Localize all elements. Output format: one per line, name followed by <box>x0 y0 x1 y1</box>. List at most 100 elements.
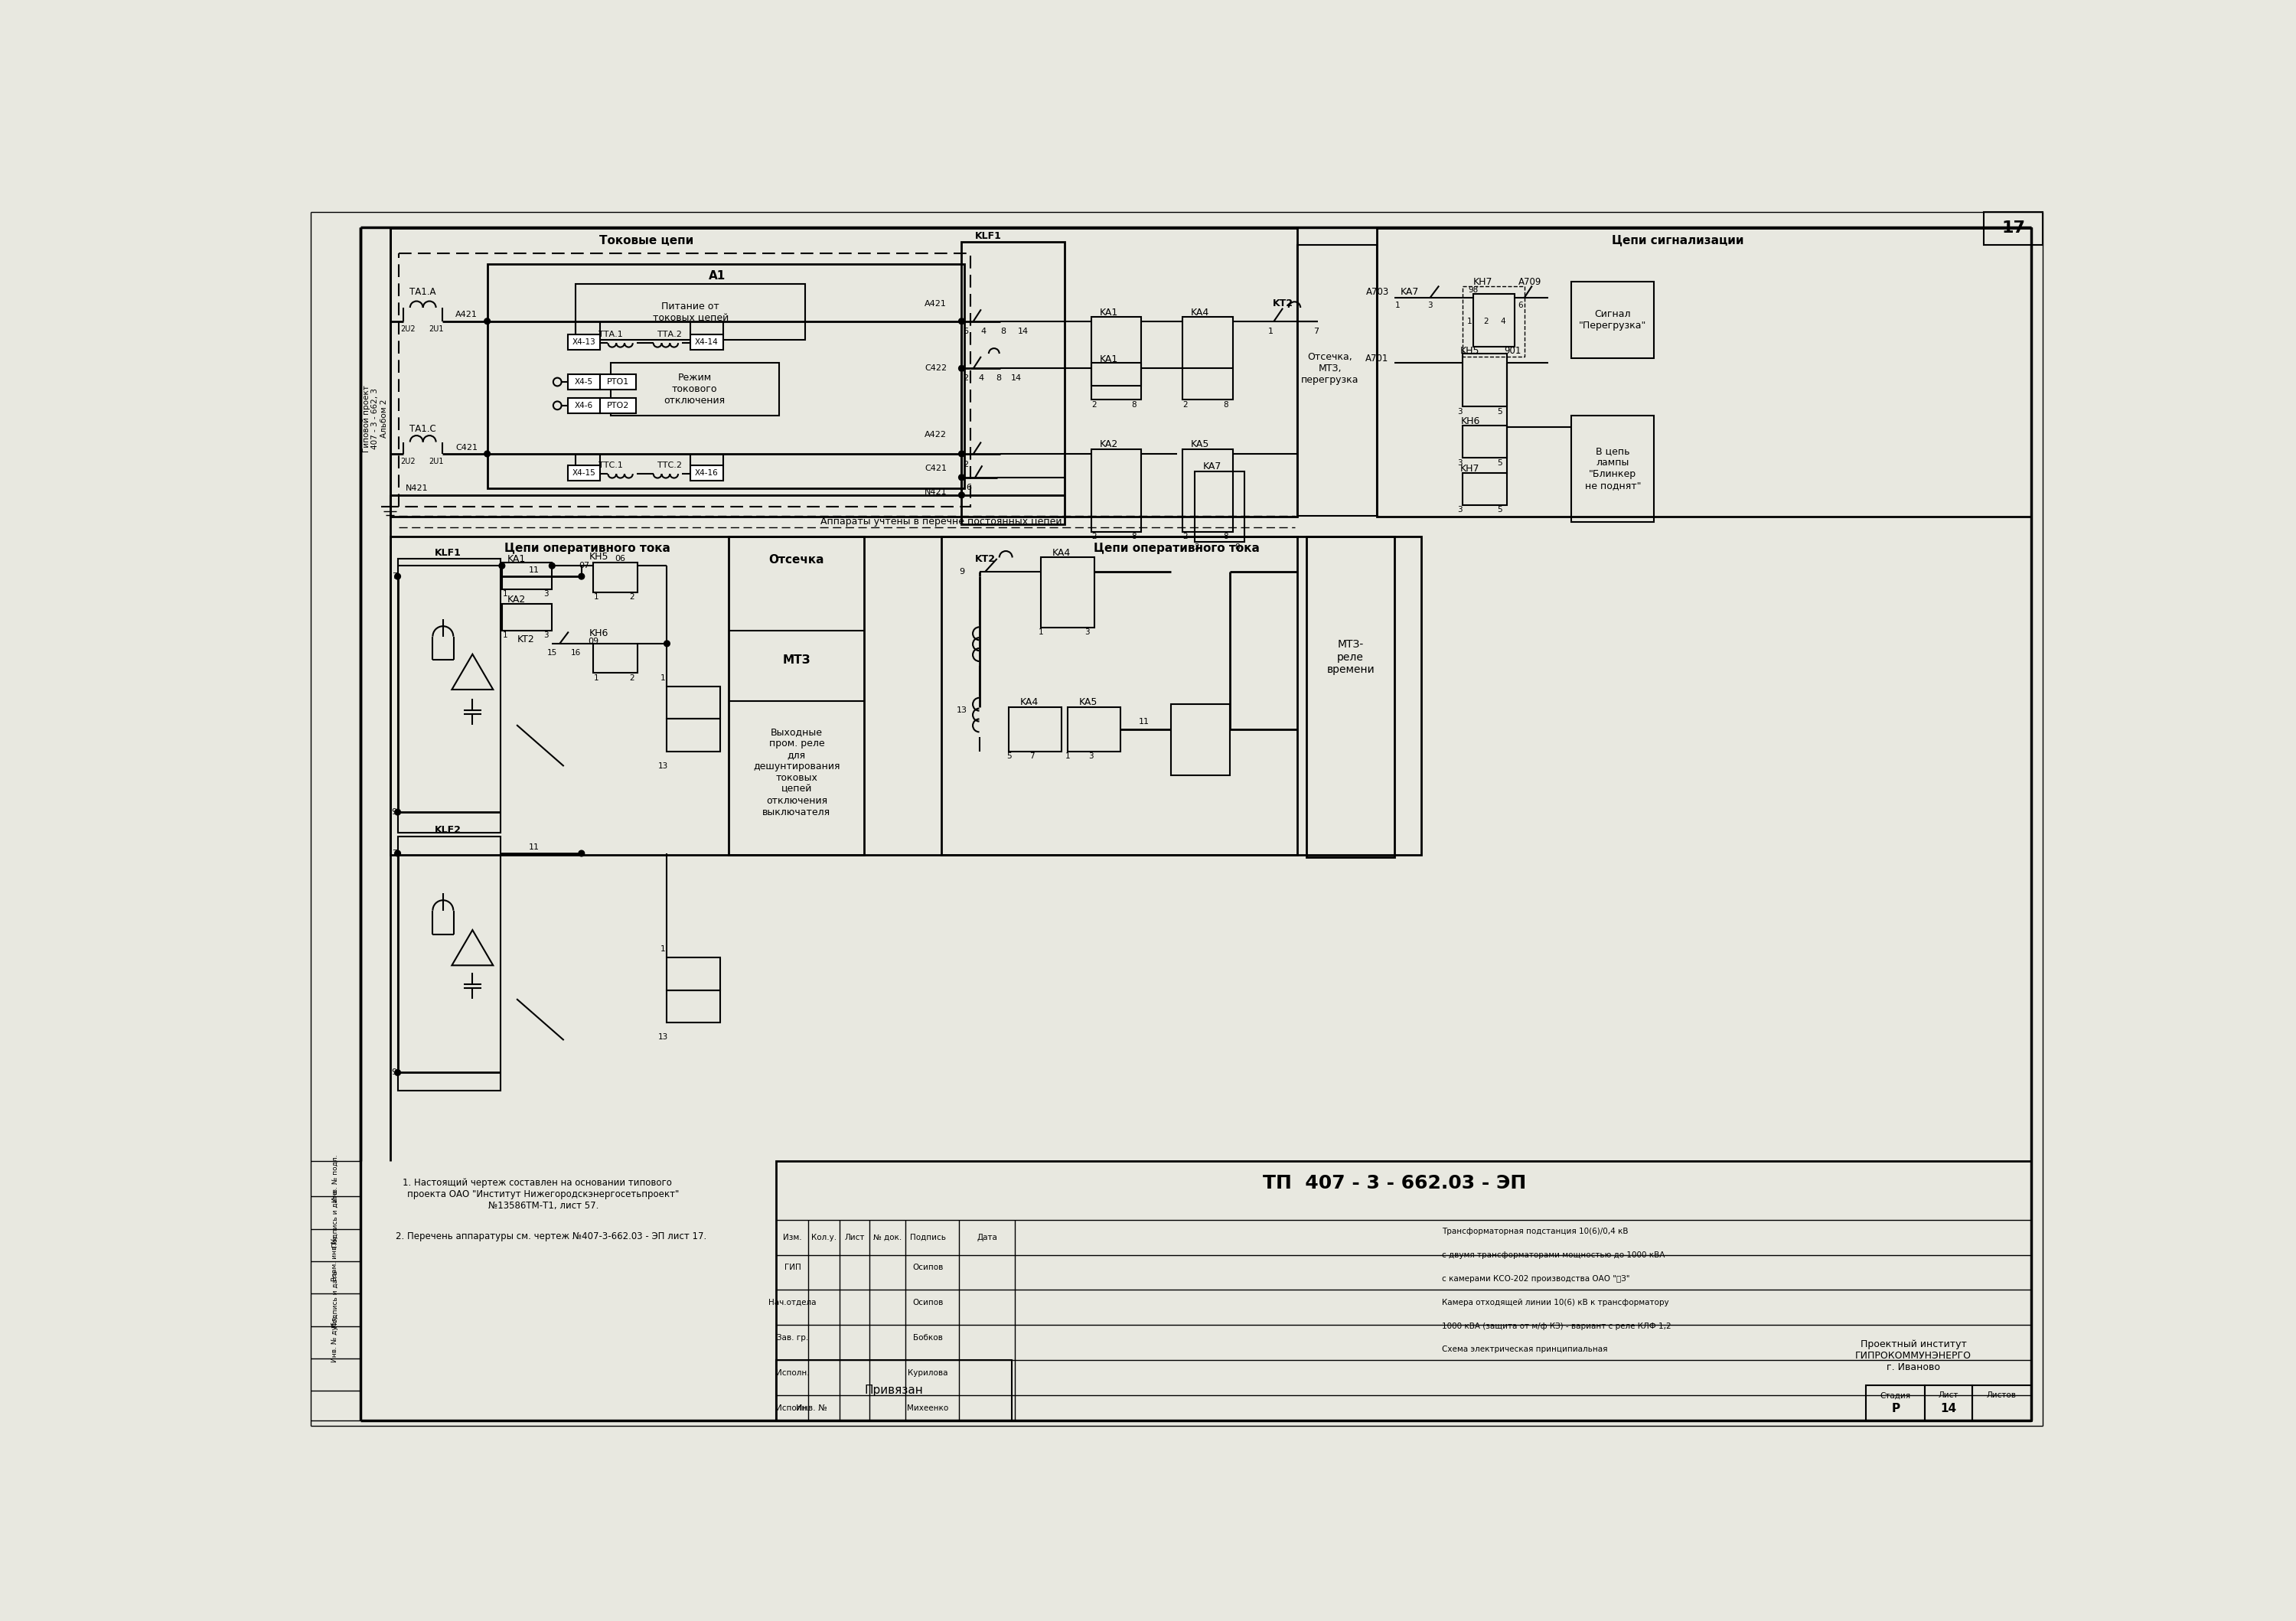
Text: 7: 7 <box>1031 752 1035 760</box>
Text: A701: A701 <box>1366 353 1389 363</box>
Bar <box>1378 229 2032 517</box>
Text: Подпись и дата: Подпись и дата <box>331 1190 338 1248</box>
Bar <box>1171 704 1231 775</box>
Text: Инв. №: Инв. № <box>797 1405 827 1412</box>
Text: N421: N421 <box>404 485 427 491</box>
Bar <box>1463 353 1506 407</box>
Text: 5: 5 <box>1497 506 1502 514</box>
Text: Х4-6: Х4-6 <box>574 402 592 410</box>
Text: KA1: KA1 <box>1100 308 1118 318</box>
Text: с камерами КСО-202 производства ОАО "䉺З": с камерами КСО-202 производства ОАО "䉺З" <box>1442 1276 1630 1282</box>
Bar <box>1194 472 1244 541</box>
Bar <box>941 537 1421 854</box>
Text: 2: 2 <box>1091 400 1095 408</box>
Bar <box>1091 449 1141 532</box>
Text: Изм.: Изм. <box>783 1234 801 1242</box>
Bar <box>1570 415 1653 522</box>
Text: 11: 11 <box>528 566 540 574</box>
Text: Аппараты учтены в перечне постоянных цепей: Аппараты учтены в перечне постоянных цеп… <box>820 517 1061 527</box>
Text: 5: 5 <box>1497 459 1502 467</box>
Text: C422: C422 <box>925 365 946 373</box>
Text: Сигнал
"Перегрузка": Сигнал "Перегрузка" <box>1580 310 1646 331</box>
Circle shape <box>395 851 400 856</box>
Bar <box>1984 212 2043 245</box>
Text: KH5: KH5 <box>1460 345 1481 355</box>
Text: P: P <box>1892 1402 1899 1414</box>
Text: KA7: KA7 <box>1203 462 1221 472</box>
Bar <box>1463 473 1506 506</box>
Text: KLF2: KLF2 <box>434 825 461 835</box>
Text: 2: 2 <box>1182 532 1187 540</box>
Circle shape <box>484 318 489 324</box>
Text: 2U2: 2U2 <box>402 326 416 332</box>
Text: 1: 1 <box>1038 629 1045 635</box>
Text: Цепи оперативного тока: Цепи оперативного тока <box>1093 543 1261 554</box>
Text: 06: 06 <box>615 554 625 562</box>
Circle shape <box>395 574 400 579</box>
Text: с двумя трансформаторами мощностью до 1000 кВА: с двумя трансформаторами мощностью до 10… <box>1442 1251 1665 1260</box>
Text: Отсечка,
МТЗ,
перегрузка: Отсечка, МТЗ, перегрузка <box>1302 352 1359 384</box>
Text: МТЗ-
реле
времени: МТЗ- реле времени <box>1327 639 1375 674</box>
Text: 3: 3 <box>544 590 549 598</box>
Text: 8: 8 <box>1001 327 1006 336</box>
Bar <box>567 374 599 389</box>
Text: KA2: KA2 <box>1100 439 1118 449</box>
Text: Привязан: Привязан <box>866 1384 923 1396</box>
Bar <box>611 363 778 415</box>
Text: KH6: KH6 <box>590 629 608 639</box>
Circle shape <box>960 475 964 480</box>
Bar <box>1474 293 1515 347</box>
Text: 7: 7 <box>393 849 397 858</box>
Text: 15: 15 <box>546 648 558 657</box>
Bar <box>400 253 971 507</box>
Text: ГИП: ГИП <box>785 1263 801 1271</box>
Bar <box>666 687 721 720</box>
Text: 1: 1 <box>595 593 599 601</box>
Text: Михеенко: Михеенко <box>907 1405 948 1412</box>
Text: 3: 3 <box>1458 459 1463 467</box>
Text: Гиповой проект
407 - 3 - 662, 3
Альбом 2: Гиповой проект 407 - 3 - 662, 3 Альбом 2 <box>363 384 388 452</box>
Text: Отсечка: Отсечка <box>769 554 824 566</box>
Bar <box>776 1360 1013 1420</box>
Bar <box>1091 318 1141 400</box>
Text: KA4: KA4 <box>1192 308 1210 318</box>
Bar <box>666 720 721 752</box>
Circle shape <box>664 640 670 647</box>
Text: 2: 2 <box>1194 543 1199 551</box>
Text: Х4-16: Х4-16 <box>696 470 719 477</box>
Text: Х4-5: Х4-5 <box>574 378 592 386</box>
Text: 1: 1 <box>661 674 666 681</box>
Bar <box>1182 318 1233 400</box>
Text: 13: 13 <box>657 1034 668 1041</box>
Text: 1: 1 <box>1467 318 1472 326</box>
Text: KA1: KA1 <box>507 554 526 564</box>
Bar <box>1924 1384 1972 1420</box>
Bar <box>1091 363 1141 386</box>
Text: 8: 8 <box>996 374 1001 383</box>
Text: KH7: KH7 <box>1474 277 1492 287</box>
Text: 8: 8 <box>1132 400 1137 408</box>
Bar <box>666 958 721 990</box>
Text: 3: 3 <box>1084 629 1091 635</box>
Bar <box>962 242 1065 525</box>
Text: ТТА.1: ТТА.1 <box>599 331 622 339</box>
Text: Осипов: Осипов <box>912 1298 944 1307</box>
Text: 11: 11 <box>1139 718 1150 726</box>
Text: ТА1.А: ТА1.А <box>409 287 436 297</box>
Bar <box>776 1161 2032 1420</box>
Bar <box>1182 449 1233 532</box>
Bar <box>599 374 636 389</box>
Bar <box>599 397 636 413</box>
Text: A709: A709 <box>1518 277 1543 287</box>
Text: 09: 09 <box>588 637 599 645</box>
Text: ТТС.2: ТТС.2 <box>657 462 682 470</box>
Text: 6: 6 <box>962 327 969 336</box>
Text: Зав. гр.: Зав. гр. <box>776 1334 808 1342</box>
Bar <box>390 537 1297 854</box>
Bar <box>691 336 723 350</box>
Text: Взам. инв.№: Взам. инв.№ <box>331 1237 338 1281</box>
Text: Цепи сигнализации: Цепи сигнализации <box>1612 235 1743 246</box>
Text: 11: 11 <box>528 843 540 851</box>
Bar <box>592 644 638 673</box>
Bar <box>1068 707 1120 752</box>
